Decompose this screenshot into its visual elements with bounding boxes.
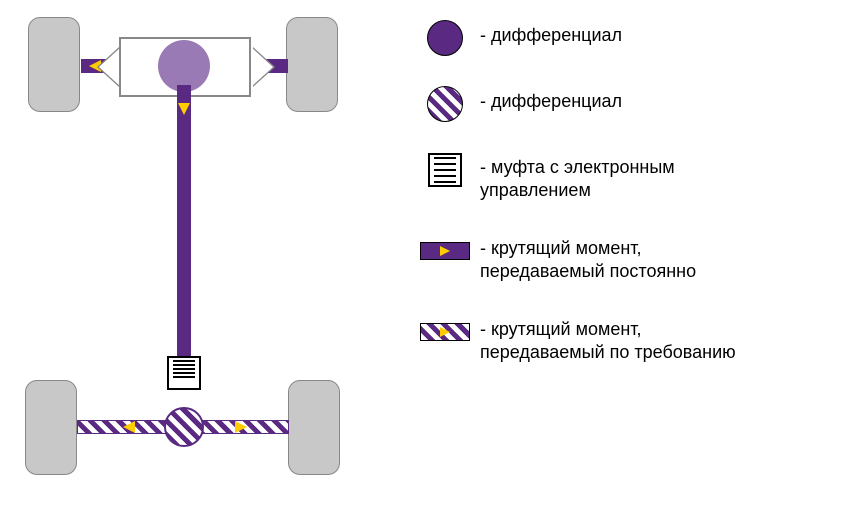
- legend-row: - дифференциал: [420, 20, 850, 56]
- diff-solid-icon: [420, 20, 470, 56]
- arrow-icon: [440, 246, 450, 256]
- wheel-front-left: [28, 17, 80, 112]
- legend-label: - дифференциал: [470, 20, 622, 47]
- page-container: - дифференциал - дифференциал - муфта с …: [0, 0, 850, 516]
- torque-constant-icon: [420, 233, 470, 269]
- driveshaft: [177, 85, 191, 357]
- arrow-icon: [178, 103, 190, 115]
- clutch-icon: [420, 152, 470, 188]
- drivetrain-diagram: [0, 0, 410, 516]
- legend-label: - крутящий момент, передаваемый по требо…: [470, 314, 736, 365]
- arrow-icon: [235, 421, 247, 433]
- wheel-front-right: [286, 17, 338, 112]
- rear-diff: [164, 407, 204, 447]
- front-case-bevel-right: [251, 47, 273, 87]
- front-case-bevel-left: [99, 47, 121, 87]
- torque-ondemand-icon: [420, 314, 470, 350]
- legend-label: - муфта с электронным управлением: [470, 152, 675, 203]
- diff-hatched-icon: [420, 86, 470, 122]
- wheel-rear-left: [25, 380, 77, 475]
- wheel-rear-right: [288, 380, 340, 475]
- legend: - дифференциал - дифференциал - муфта с …: [410, 0, 850, 516]
- legend-label: - крутящий момент, передаваемый постоянн…: [470, 233, 696, 284]
- legend-label: - дифференциал: [470, 86, 622, 113]
- electronic-clutch: [167, 356, 201, 390]
- arrow-icon: [440, 327, 450, 337]
- legend-row: - крутящий момент, передаваемый постоянн…: [420, 233, 850, 284]
- arrow-icon: [123, 421, 135, 433]
- legend-row: - дифференциал: [420, 86, 850, 122]
- legend-row: - крутящий момент, передаваемый по требо…: [420, 314, 850, 365]
- legend-row: - муфта с электронным управлением: [420, 152, 850, 203]
